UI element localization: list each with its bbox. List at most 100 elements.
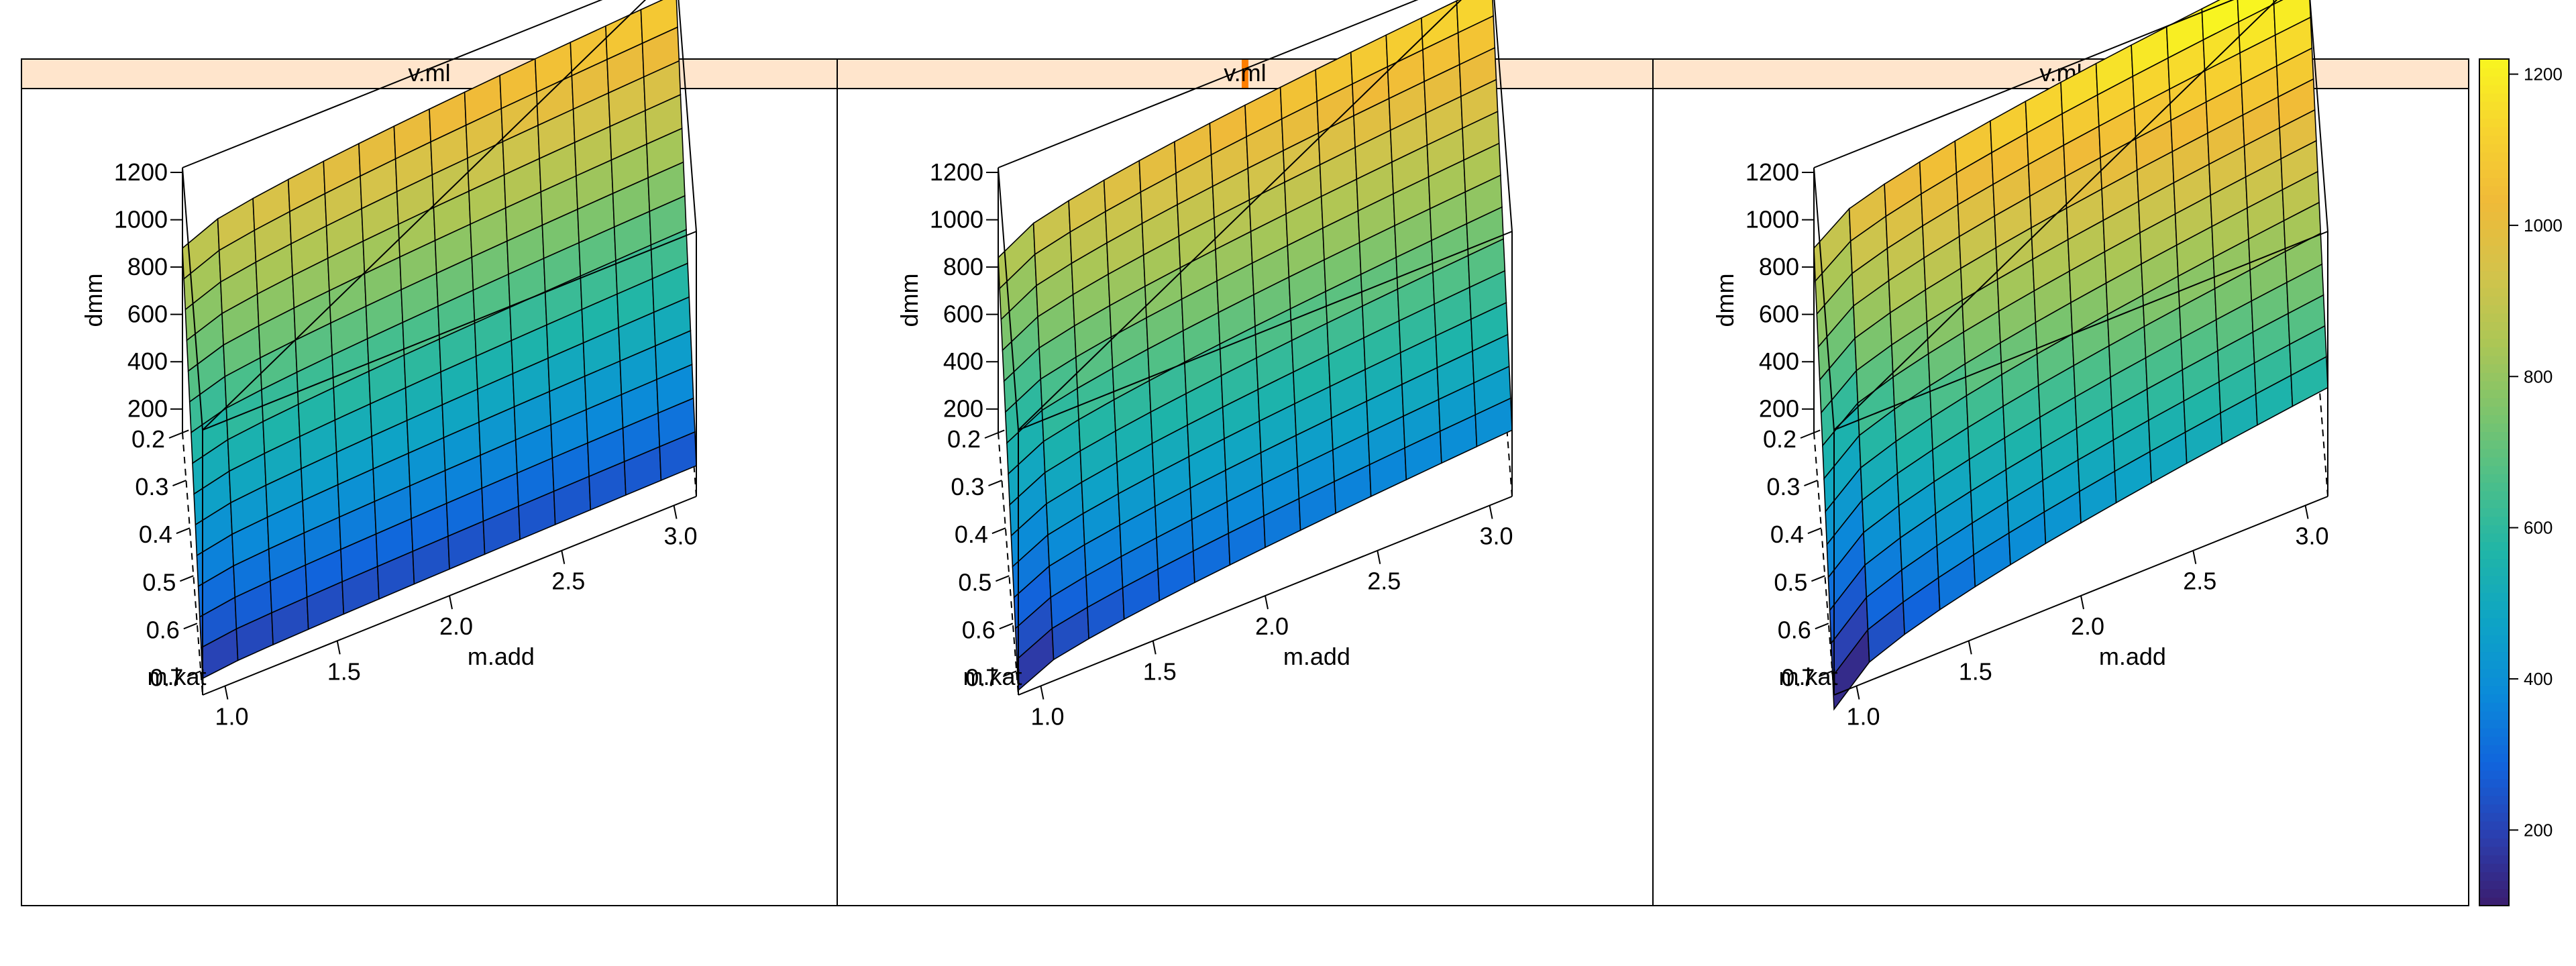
colorkey-band xyxy=(2479,651,2509,661)
z-tick-label: 800 xyxy=(943,253,983,280)
colorkey-band xyxy=(2479,372,2509,382)
colorkey-band xyxy=(2479,406,2509,415)
box-edge xyxy=(1813,0,2235,168)
colorkey-band xyxy=(2479,169,2509,178)
strip xyxy=(21,58,838,89)
colorkey-band xyxy=(2479,880,2509,890)
x-tick-label: 2.5 xyxy=(551,568,585,595)
z-tick-label: 1000 xyxy=(114,206,168,233)
colorkey-tick-label: 800 xyxy=(2524,366,2553,386)
colorkey-band xyxy=(2479,423,2509,433)
colorkey-band xyxy=(2479,507,2509,517)
surface xyxy=(1813,0,2328,711)
colorkey-band xyxy=(2479,262,2509,272)
z-tick-label: 400 xyxy=(1759,347,1799,375)
colorkey-tick-label: 1000 xyxy=(2524,215,2563,235)
colorkey-band xyxy=(2479,710,2509,720)
x-tick xyxy=(1968,641,1972,655)
x-tick xyxy=(561,550,566,564)
colorkey-band xyxy=(2479,643,2509,653)
box-edge-hidden xyxy=(1813,432,1835,696)
colorkey-band xyxy=(2479,812,2509,822)
colorkey-band xyxy=(2479,770,2509,780)
z-tick-label: 1200 xyxy=(114,158,168,186)
x-tick-label: 3.0 xyxy=(664,522,698,549)
box-edge-hidden xyxy=(998,432,1019,696)
x-axis-label: m.add xyxy=(468,643,535,670)
x-tick xyxy=(336,641,341,655)
box-edge-hidden xyxy=(182,432,203,696)
colorkey-band xyxy=(2479,567,2509,576)
colorkey-band xyxy=(2479,499,2509,508)
x-tick-label: 1.0 xyxy=(1846,703,1880,731)
x-tick xyxy=(2304,505,2309,519)
colorkey-band xyxy=(2479,364,2509,373)
y-tick xyxy=(186,670,201,678)
colorkey-band xyxy=(2479,702,2509,712)
box-edge xyxy=(998,167,1019,431)
colorkey-band xyxy=(2479,389,2509,398)
y-axis: 0.2 0.3 0.4 0.5 0.6 0.7m.kat xyxy=(947,425,1022,691)
colorkey-band xyxy=(2479,719,2509,729)
colorkey-band xyxy=(2479,109,2509,119)
colorkey-band xyxy=(2479,93,2509,102)
y-tick xyxy=(988,480,1002,487)
colorkey-band xyxy=(2479,270,2509,280)
x-tick xyxy=(2192,550,2197,564)
colorkey-band xyxy=(2479,321,2509,331)
y-tick-label: 0.3 xyxy=(951,473,984,500)
x-tick xyxy=(224,686,229,700)
colorkey-band xyxy=(2479,415,2509,424)
colorkey-band xyxy=(2479,203,2509,212)
colorkey-band xyxy=(2479,118,2509,127)
colorkey-band xyxy=(2479,525,2509,534)
box-edge xyxy=(202,231,697,431)
colorkey-band xyxy=(2479,397,2509,407)
z-axis: 200 400 600 800 1000 1200 dmm xyxy=(896,158,998,423)
panels-layer: v.ml20040060080010001200dmm0.20.30.40.50… xyxy=(21,0,2469,906)
colorkey-band xyxy=(2479,329,2509,339)
surface xyxy=(998,0,1513,692)
colorkey-band xyxy=(2479,431,2509,441)
y-tick xyxy=(1800,432,1815,439)
colorkey-band xyxy=(2479,304,2509,314)
colorkey-tick-label: 400 xyxy=(2524,669,2553,689)
y-axis-label: m.kat xyxy=(148,663,207,690)
colorkey-band xyxy=(2479,617,2509,627)
colorkey-band xyxy=(2479,84,2509,94)
colorkey-frame xyxy=(2479,58,2510,906)
x-tick-label: 1.5 xyxy=(327,657,361,685)
x-tick xyxy=(2080,595,2084,610)
colorkey-band xyxy=(2479,186,2509,195)
z-tick-label: 1000 xyxy=(1746,206,1799,233)
colorkey-band xyxy=(2479,668,2509,678)
box-edge xyxy=(1018,0,1462,431)
colorkey: 200 400 600 800 1000 1200 xyxy=(2479,58,2563,906)
colorkey-band xyxy=(2479,101,2509,111)
y-tick-label: 0.7 xyxy=(965,663,999,691)
colorkey-band xyxy=(2479,871,2509,881)
z-axis: 200 400 600 800 1000 1200 dmm xyxy=(1711,158,1814,423)
x-tick xyxy=(1377,550,1381,564)
colorkey-band xyxy=(2479,219,2509,229)
y-tick-label: 0.4 xyxy=(139,521,172,548)
box-edge xyxy=(1813,167,1835,431)
y-tick-label: 0.6 xyxy=(962,616,996,643)
y-axis-label: m.kat xyxy=(963,663,1022,690)
box-edge xyxy=(1833,0,2278,431)
colorkey-band xyxy=(2479,855,2509,864)
y-tick xyxy=(995,575,1010,582)
y-tick-label: 0.5 xyxy=(958,568,991,596)
colorkey-band xyxy=(2479,787,2509,796)
y-tick-label: 0.5 xyxy=(1774,568,1807,596)
x-axis: 1.0 1.5 2.0 2.5 3.0 m.add xyxy=(1846,505,2329,731)
colorkey-band xyxy=(2479,474,2509,483)
y-tick-label: 0.3 xyxy=(1766,473,1800,500)
colorkey-band xyxy=(2479,465,2509,475)
z-tick-label: 400 xyxy=(127,347,168,375)
strip-indicator xyxy=(1242,60,1248,88)
x-tick xyxy=(1040,686,1044,700)
y-tick xyxy=(1815,623,1829,630)
box-edge xyxy=(202,0,647,431)
y-axis: 0.2 0.3 0.4 0.5 0.6 0.7m.kat xyxy=(131,425,207,691)
